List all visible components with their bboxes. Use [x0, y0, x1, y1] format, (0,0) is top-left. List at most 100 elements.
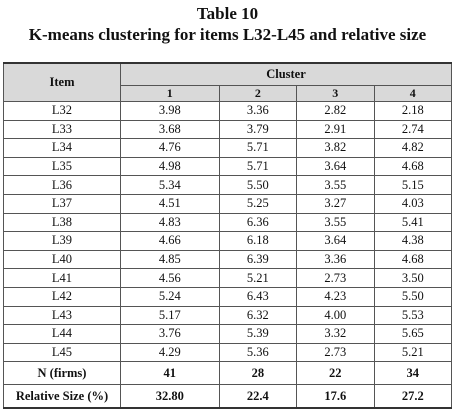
cell: 22.4 [218, 384, 298, 409]
cell: 4.68 [373, 249, 453, 270]
column-header: 2 [218, 85, 298, 102]
table-row: L32 3.98 3.36 2.82 2.18 [3, 101, 453, 121]
cell: 5.41 [373, 212, 453, 233]
row-label: L42 [3, 286, 121, 307]
row-label: Relative Size (%) [3, 384, 121, 409]
cell: 5.21 [218, 268, 298, 288]
cell: 3.79 [218, 119, 298, 140]
table-row: Relative Size (%) 32.80 22.4 17.6 27.2 [3, 384, 453, 409]
cell: 34 [373, 361, 453, 386]
cell: 4.23 [296, 286, 375, 307]
column-header: 4 [373, 85, 453, 102]
cell: 2.73 [296, 268, 375, 288]
cell: 3.76 [120, 324, 220, 344]
table-row: L34 4.76 5.71 3.82 4.82 [3, 138, 453, 158]
cell: 5.50 [373, 286, 453, 307]
cell: 4.98 [120, 156, 220, 177]
cell: 22 [296, 361, 375, 386]
table-row: L39 4.66 6.18 3.64 4.38 [3, 231, 453, 251]
cell: 4.00 [296, 305, 375, 326]
cell: 3.64 [296, 156, 375, 177]
cell: 3.36 [296, 249, 375, 270]
column-header: 3 [296, 85, 375, 102]
cell: 6.36 [218, 212, 298, 233]
cell: 2.73 [296, 342, 375, 363]
row-label: L36 [3, 175, 121, 195]
table-row: L41 4.56 5.21 2.73 3.50 [3, 268, 453, 288]
cell: 5.17 [120, 305, 220, 326]
row-label: L35 [3, 156, 121, 177]
header-row: Item Cluster [3, 62, 452, 102]
row-label: L41 [3, 268, 121, 288]
cell: 27.2 [373, 384, 453, 409]
cell: 5.21 [373, 342, 453, 363]
cell: 5.50 [218, 175, 298, 195]
cell: 4.03 [373, 193, 453, 214]
cell: 3.27 [296, 193, 375, 214]
cell: 4.83 [120, 212, 220, 233]
cell: 3.32 [296, 324, 375, 344]
cell: 3.55 [296, 212, 375, 233]
cell: 2.82 [296, 101, 375, 121]
table-row: L44 3.76 5.39 3.32 5.65 [3, 324, 453, 344]
cell: 17.6 [296, 384, 375, 409]
cell: 2.91 [296, 119, 375, 140]
cell: 41 [120, 361, 220, 386]
table-number: Table 10 [196, 4, 259, 23]
table-row: L35 4.98 5.71 3.64 4.68 [3, 156, 453, 177]
cell: 5.53 [373, 305, 453, 326]
table-row: L40 4.85 6.39 3.36 4.68 [3, 249, 453, 270]
cell: 4.82 [373, 138, 453, 158]
cell: 5.71 [218, 156, 298, 177]
cell: 3.50 [373, 268, 453, 288]
table-caption: K-means clustering for items L32-L45 and… [28, 25, 427, 44]
cell: 5.25 [218, 193, 298, 214]
cell: 3.64 [296, 231, 375, 251]
cell: 4.66 [120, 231, 220, 251]
cell: 5.39 [218, 324, 298, 344]
column-header: 1 [120, 85, 220, 102]
table-row: L43 5.17 6.32 4.00 5.53 [3, 305, 453, 326]
item-header: Item [3, 62, 121, 102]
cell: 3.82 [296, 138, 375, 158]
row-label: N (firms) [3, 361, 121, 386]
cell: 5.24 [120, 286, 220, 307]
row-label: L44 [3, 324, 121, 344]
cell: 5.36 [218, 342, 298, 363]
row-label: L33 [3, 119, 121, 140]
cell: 6.18 [218, 231, 298, 251]
cell: 3.68 [120, 119, 220, 140]
cell: 3.98 [120, 101, 220, 121]
cell: 3.55 [296, 175, 375, 195]
row-label: L37 [3, 193, 121, 214]
table-row: L36 5.34 5.50 3.55 5.15 [3, 175, 453, 195]
cell: 5.71 [218, 138, 298, 158]
table-row: L45 4.29 5.36 2.73 5.21 [3, 342, 453, 363]
row-label: L40 [3, 249, 121, 270]
row-label: L32 [3, 101, 121, 121]
cell: 32.80 [120, 384, 220, 409]
cell: 5.65 [373, 324, 453, 344]
row-label: L43 [3, 305, 121, 326]
cell: 6.32 [218, 305, 298, 326]
cell: 2.74 [373, 119, 453, 140]
cell: 4.56 [120, 268, 220, 288]
cell: 28 [218, 361, 298, 386]
cell: 4.85 [120, 249, 220, 270]
cell: 2.18 [373, 101, 453, 121]
cell: 4.76 [120, 138, 220, 158]
row-label: L45 [3, 342, 121, 363]
table-row: L37 4.51 5.25 3.27 4.03 [3, 193, 453, 214]
cell: 4.29 [120, 342, 220, 363]
row-label: L38 [3, 212, 121, 233]
cell: 3.36 [218, 101, 298, 121]
cluster-header: Cluster [120, 62, 452, 86]
row-label: L34 [3, 138, 121, 158]
table-row: L42 5.24 6.43 4.23 5.50 [3, 286, 453, 307]
cell: 4.68 [373, 156, 453, 177]
cell: 5.34 [120, 175, 220, 195]
cell: 6.39 [218, 249, 298, 270]
